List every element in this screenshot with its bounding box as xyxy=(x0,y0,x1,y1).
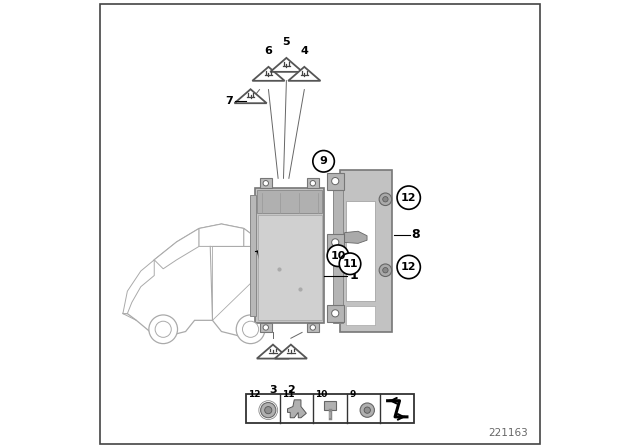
Circle shape xyxy=(379,264,392,276)
Polygon shape xyxy=(270,58,303,72)
Circle shape xyxy=(260,403,276,418)
Circle shape xyxy=(155,321,172,337)
FancyBboxPatch shape xyxy=(258,215,322,320)
FancyBboxPatch shape xyxy=(346,201,374,301)
Circle shape xyxy=(243,321,259,337)
Text: 5: 5 xyxy=(283,37,290,47)
Circle shape xyxy=(332,310,339,317)
FancyBboxPatch shape xyxy=(324,401,337,410)
Polygon shape xyxy=(199,224,244,246)
Text: 12: 12 xyxy=(401,262,417,272)
Circle shape xyxy=(332,177,339,185)
Circle shape xyxy=(310,325,316,330)
FancyBboxPatch shape xyxy=(327,234,344,251)
FancyBboxPatch shape xyxy=(327,172,344,190)
Text: 7: 7 xyxy=(225,96,233,106)
FancyBboxPatch shape xyxy=(260,178,272,188)
FancyBboxPatch shape xyxy=(257,190,323,213)
Polygon shape xyxy=(345,231,367,243)
Text: 10: 10 xyxy=(316,390,328,399)
Polygon shape xyxy=(287,400,307,418)
Polygon shape xyxy=(275,345,307,358)
Circle shape xyxy=(149,315,177,344)
Text: 221163: 221163 xyxy=(488,428,529,438)
Circle shape xyxy=(364,407,371,413)
Text: 6: 6 xyxy=(264,46,273,56)
Circle shape xyxy=(327,245,349,267)
Circle shape xyxy=(339,253,361,275)
Circle shape xyxy=(379,193,392,206)
Circle shape xyxy=(313,151,334,172)
Text: 10: 10 xyxy=(330,251,346,261)
Text: 4: 4 xyxy=(300,46,308,56)
Polygon shape xyxy=(252,67,285,81)
FancyBboxPatch shape xyxy=(260,323,272,332)
FancyBboxPatch shape xyxy=(250,195,256,316)
Text: 12: 12 xyxy=(401,193,417,202)
Polygon shape xyxy=(234,89,267,103)
FancyBboxPatch shape xyxy=(100,4,540,444)
Circle shape xyxy=(360,403,374,418)
FancyBboxPatch shape xyxy=(333,178,343,323)
Text: 9: 9 xyxy=(319,156,328,166)
Text: 8: 8 xyxy=(411,228,420,241)
Polygon shape xyxy=(123,224,289,336)
Text: 12: 12 xyxy=(248,390,261,399)
Polygon shape xyxy=(244,228,275,260)
Text: 11: 11 xyxy=(342,259,358,269)
Circle shape xyxy=(236,315,265,344)
FancyBboxPatch shape xyxy=(340,170,392,332)
Circle shape xyxy=(310,181,316,186)
Circle shape xyxy=(263,181,269,186)
FancyBboxPatch shape xyxy=(307,178,319,188)
Polygon shape xyxy=(123,260,154,314)
FancyBboxPatch shape xyxy=(346,306,374,325)
Circle shape xyxy=(383,267,388,273)
Polygon shape xyxy=(257,345,289,358)
FancyBboxPatch shape xyxy=(307,323,319,332)
Polygon shape xyxy=(288,67,321,81)
Circle shape xyxy=(265,407,272,414)
Text: 3: 3 xyxy=(269,385,276,395)
Circle shape xyxy=(397,255,420,279)
Circle shape xyxy=(397,186,420,209)
Text: 9: 9 xyxy=(349,390,355,399)
Text: 1: 1 xyxy=(349,269,358,282)
Text: 2: 2 xyxy=(287,385,295,395)
Text: 11: 11 xyxy=(282,390,294,399)
Circle shape xyxy=(263,325,269,330)
FancyBboxPatch shape xyxy=(246,394,414,423)
Circle shape xyxy=(383,197,388,202)
FancyBboxPatch shape xyxy=(327,305,344,322)
FancyBboxPatch shape xyxy=(255,188,324,323)
Polygon shape xyxy=(154,228,199,269)
Circle shape xyxy=(332,239,339,246)
